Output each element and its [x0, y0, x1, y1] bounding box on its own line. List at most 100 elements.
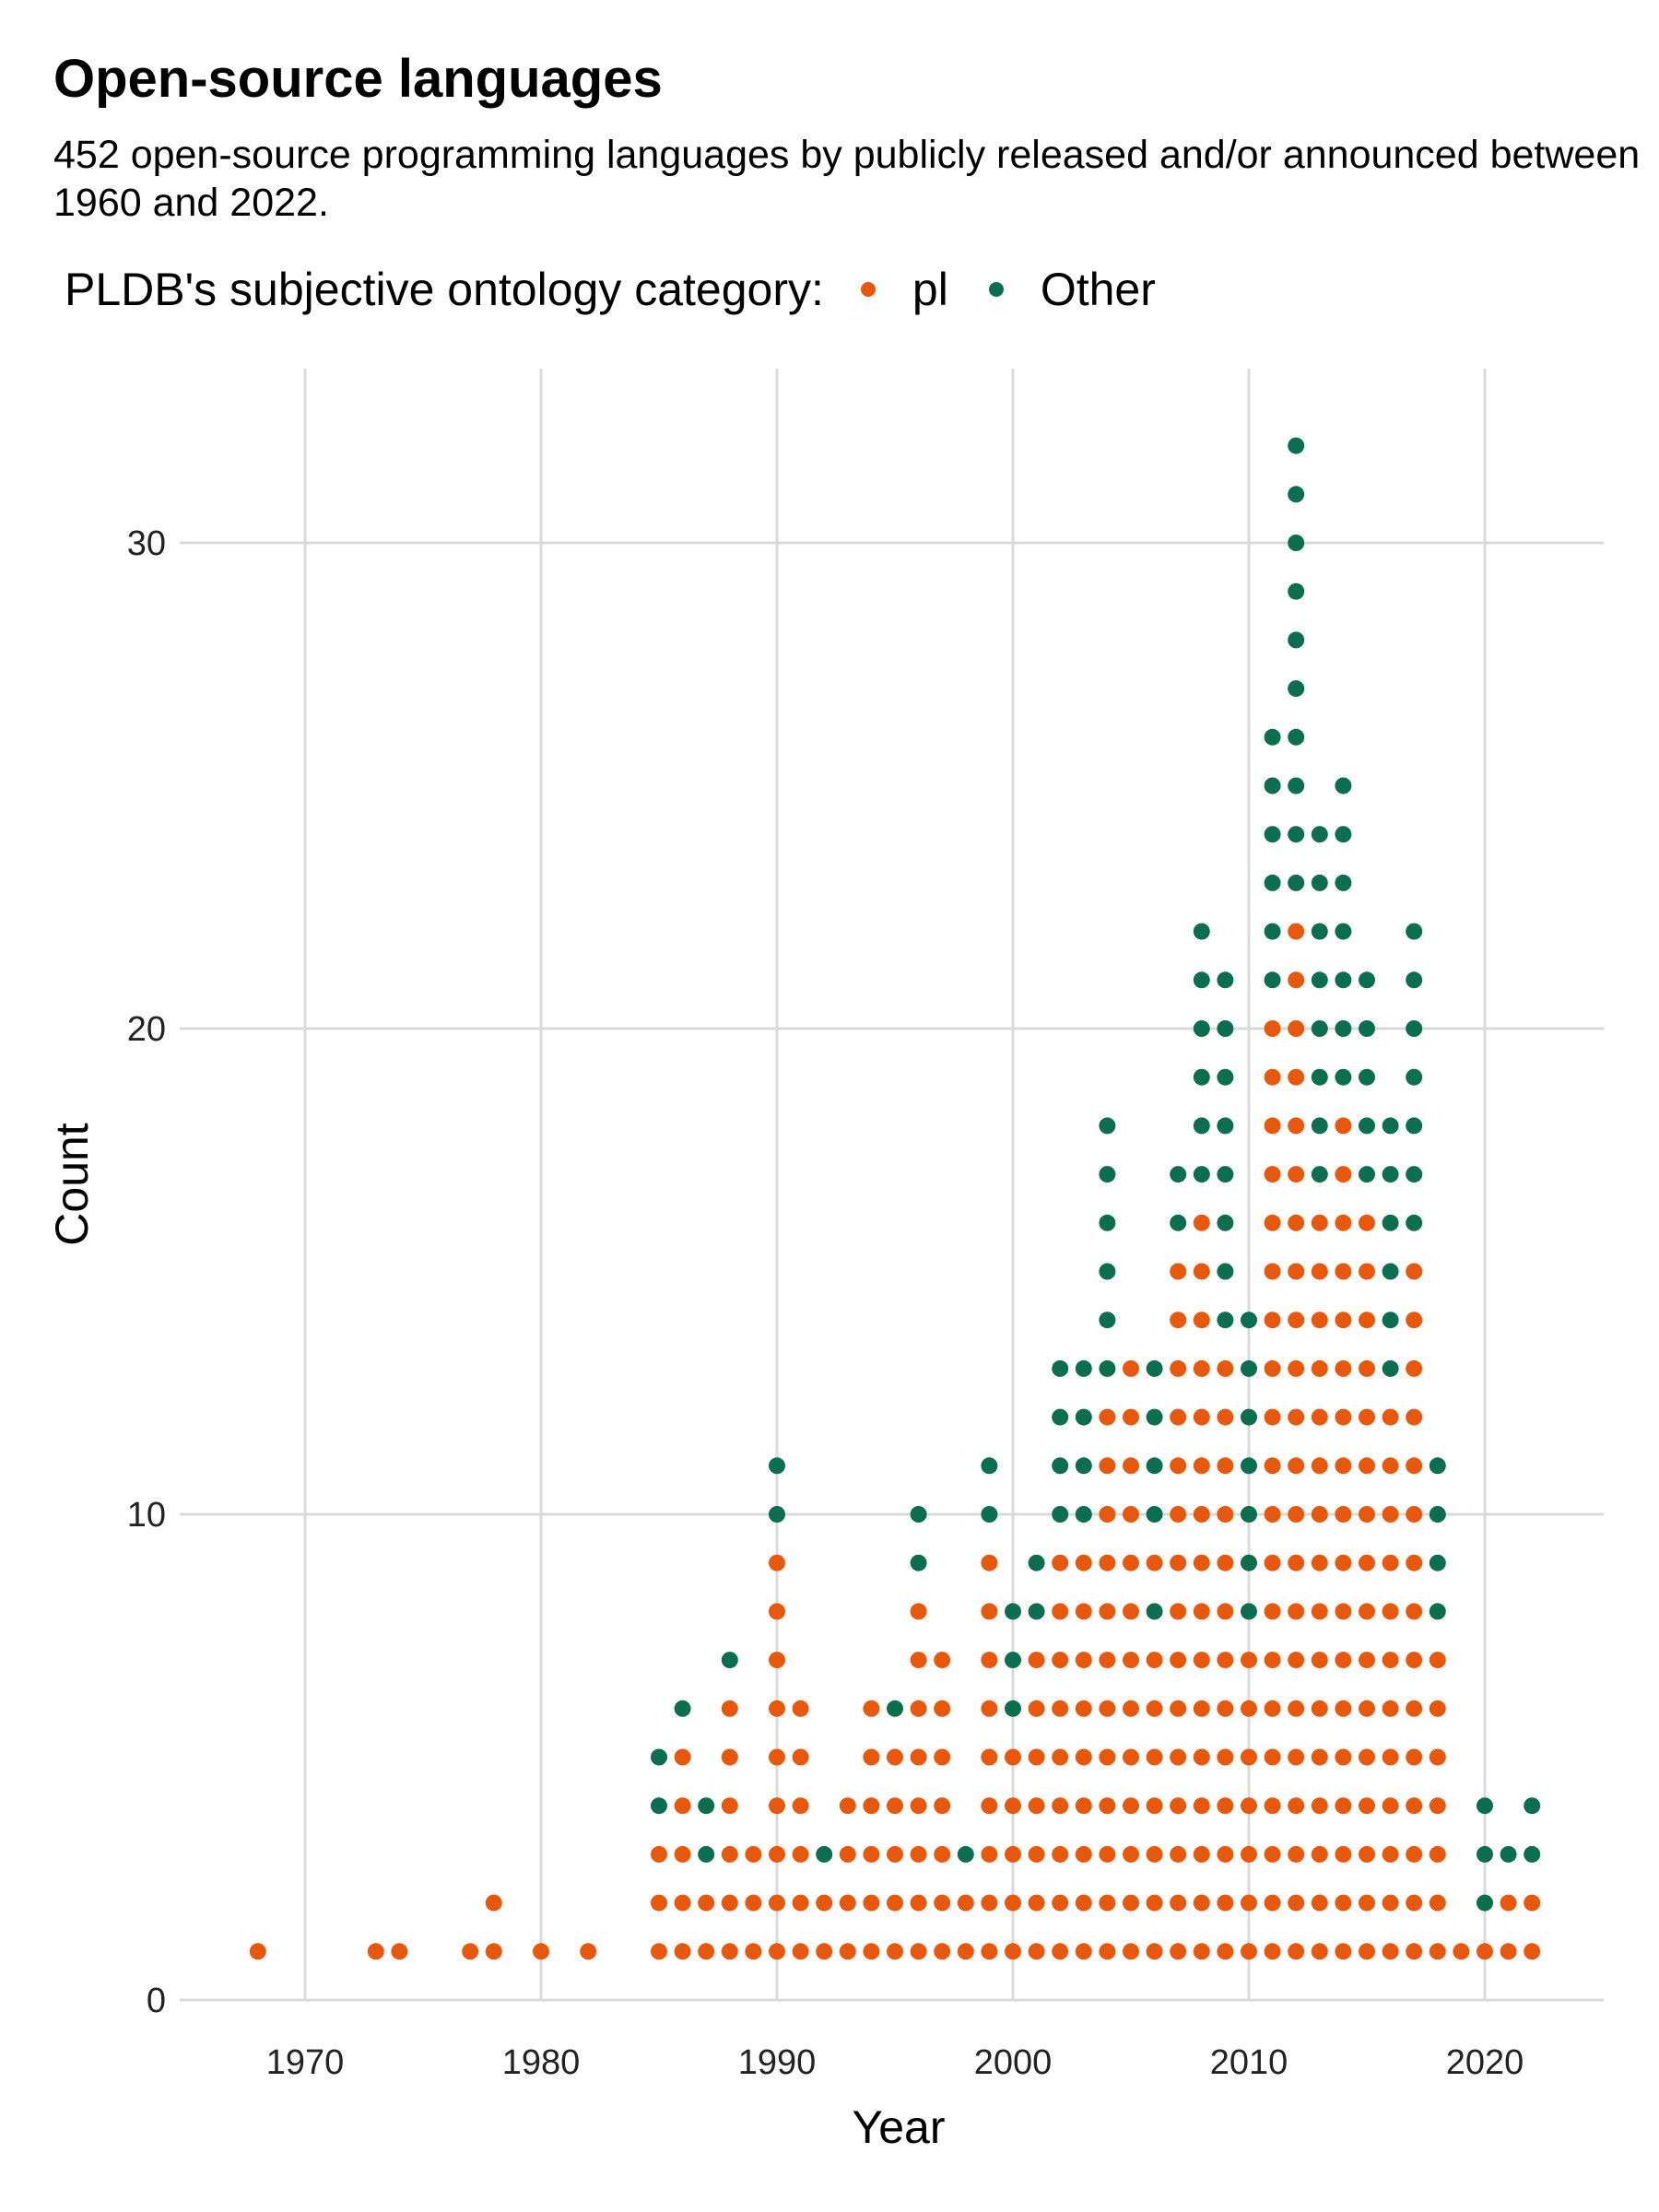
data-point-other [1382, 1312, 1399, 1329]
data-point-pl [1217, 1943, 1234, 1960]
data-point-pl [1335, 1166, 1352, 1183]
data-point-pl [1335, 1603, 1352, 1620]
data-point-pl [1193, 1748, 1210, 1766]
data-point-pl [1382, 1652, 1399, 1669]
data-point-other [1311, 923, 1328, 940]
data-point-pl [1075, 1943, 1092, 1960]
data-point-pl [1052, 1652, 1069, 1669]
data-point-pl [910, 1845, 927, 1863]
data-point-other [816, 1845, 833, 1863]
data-point-pl [1264, 1797, 1281, 1815]
data-point-pl [698, 1894, 715, 1912]
legend-item-pl: pl [860, 263, 948, 316]
data-point-pl [721, 1845, 738, 1863]
data-point-pl [1335, 1506, 1352, 1523]
data-point-other [1264, 923, 1281, 940]
data-point-pl [1335, 1359, 1352, 1377]
data-point-pl [1429, 1700, 1446, 1717]
data-point-other [1288, 826, 1305, 843]
data-point-pl [1193, 1312, 1210, 1329]
data-point-pl [391, 1943, 408, 1960]
data-point-pl [1335, 1263, 1352, 1280]
data-point-pl [1335, 1214, 1352, 1231]
data-point-other [1288, 535, 1305, 551]
data-point-pl [1500, 1943, 1517, 1960]
data-point-pl [1099, 1554, 1116, 1571]
data-point-pl [1264, 1700, 1281, 1717]
data-point-pl [1099, 1652, 1116, 1669]
data-point-other [1217, 1263, 1234, 1280]
data-point-other [1406, 1020, 1423, 1037]
y-tick-label: 20 [127, 1010, 166, 1049]
data-point-pl [1123, 1797, 1139, 1815]
data-point-pl [1123, 1700, 1139, 1717]
data-point-pl [981, 1554, 998, 1571]
data-point-pl [1123, 1408, 1139, 1426]
data-point-other [1193, 1068, 1210, 1086]
data-point-pl [816, 1894, 833, 1912]
data-point-pl [792, 1700, 809, 1717]
data-point-pl [1288, 1166, 1305, 1183]
data-point-pl [1335, 1457, 1352, 1475]
data-point-other [1170, 1166, 1187, 1183]
data-point-other [1406, 971, 1423, 989]
data-point-other [1146, 1408, 1163, 1426]
data-point-other [1311, 874, 1328, 891]
data-point-pl [1382, 1894, 1399, 1912]
data-point-pl [1193, 1943, 1210, 1960]
data-point-pl [1193, 1554, 1210, 1571]
data-point-other [1217, 1214, 1234, 1231]
data-point-pl [1005, 1845, 1021, 1863]
data-point-pl [1264, 1408, 1281, 1426]
data-point-pl [1335, 1408, 1352, 1426]
data-point-pl [910, 1797, 927, 1815]
data-point-pl [1311, 1214, 1328, 1231]
data-point-other [1382, 1166, 1399, 1183]
y-tick-label: 10 [127, 1496, 166, 1535]
data-point-other [1052, 1506, 1069, 1523]
data-point-pl [1264, 1117, 1281, 1135]
data-point-pl [1382, 1748, 1399, 1766]
data-point-other [1005, 1652, 1021, 1669]
data-point-pl [863, 1894, 880, 1912]
data-point-pl [1311, 1700, 1328, 1717]
data-point-pl [1359, 1845, 1375, 1863]
data-point-pl [863, 1845, 880, 1863]
data-point-pl [1193, 1652, 1210, 1669]
data-point-pl [887, 1797, 903, 1815]
data-point-pl [1123, 1845, 1139, 1863]
legend-dot-pl [860, 282, 876, 297]
data-point-pl [1193, 1263, 1210, 1280]
data-point-pl [1406, 1943, 1423, 1960]
data-point-pl [1099, 1408, 1116, 1426]
data-point-pl [1288, 1506, 1305, 1523]
data-point-pl [887, 1943, 903, 1960]
data-point-other [698, 1845, 715, 1863]
data-point-other [1052, 1408, 1069, 1426]
data-point-pl [1075, 1603, 1092, 1620]
data-point-pl [1170, 1359, 1187, 1377]
data-point-other [1359, 1117, 1375, 1135]
data-point-pl [1264, 1312, 1281, 1329]
data-point-pl [1311, 1797, 1328, 1815]
data-point-pl [367, 1943, 384, 1960]
data-point-other [1099, 1214, 1116, 1231]
data-point-pl [1217, 1554, 1234, 1571]
data-point-pl [1075, 1845, 1092, 1863]
data-point-other [1193, 923, 1210, 940]
data-point-pl [1359, 1748, 1375, 1766]
legend-title: PLDB's subjective ontology category: [65, 264, 824, 315]
data-point-pl [1311, 1845, 1328, 1863]
data-point-pl [1524, 1943, 1541, 1960]
data-point-pl [769, 1943, 785, 1960]
data-point-pl [1359, 1263, 1375, 1280]
data-point-pl [769, 1700, 785, 1717]
data-point-pl [1359, 1554, 1375, 1571]
data-point-other [1217, 1166, 1234, 1183]
data-point-pl [1335, 1943, 1352, 1960]
data-point-pl [1477, 1943, 1493, 1960]
data-point-pl [863, 1797, 880, 1815]
data-point-pl [1311, 1359, 1328, 1377]
data-point-pl [1170, 1457, 1187, 1475]
data-point-pl [745, 1943, 762, 1960]
